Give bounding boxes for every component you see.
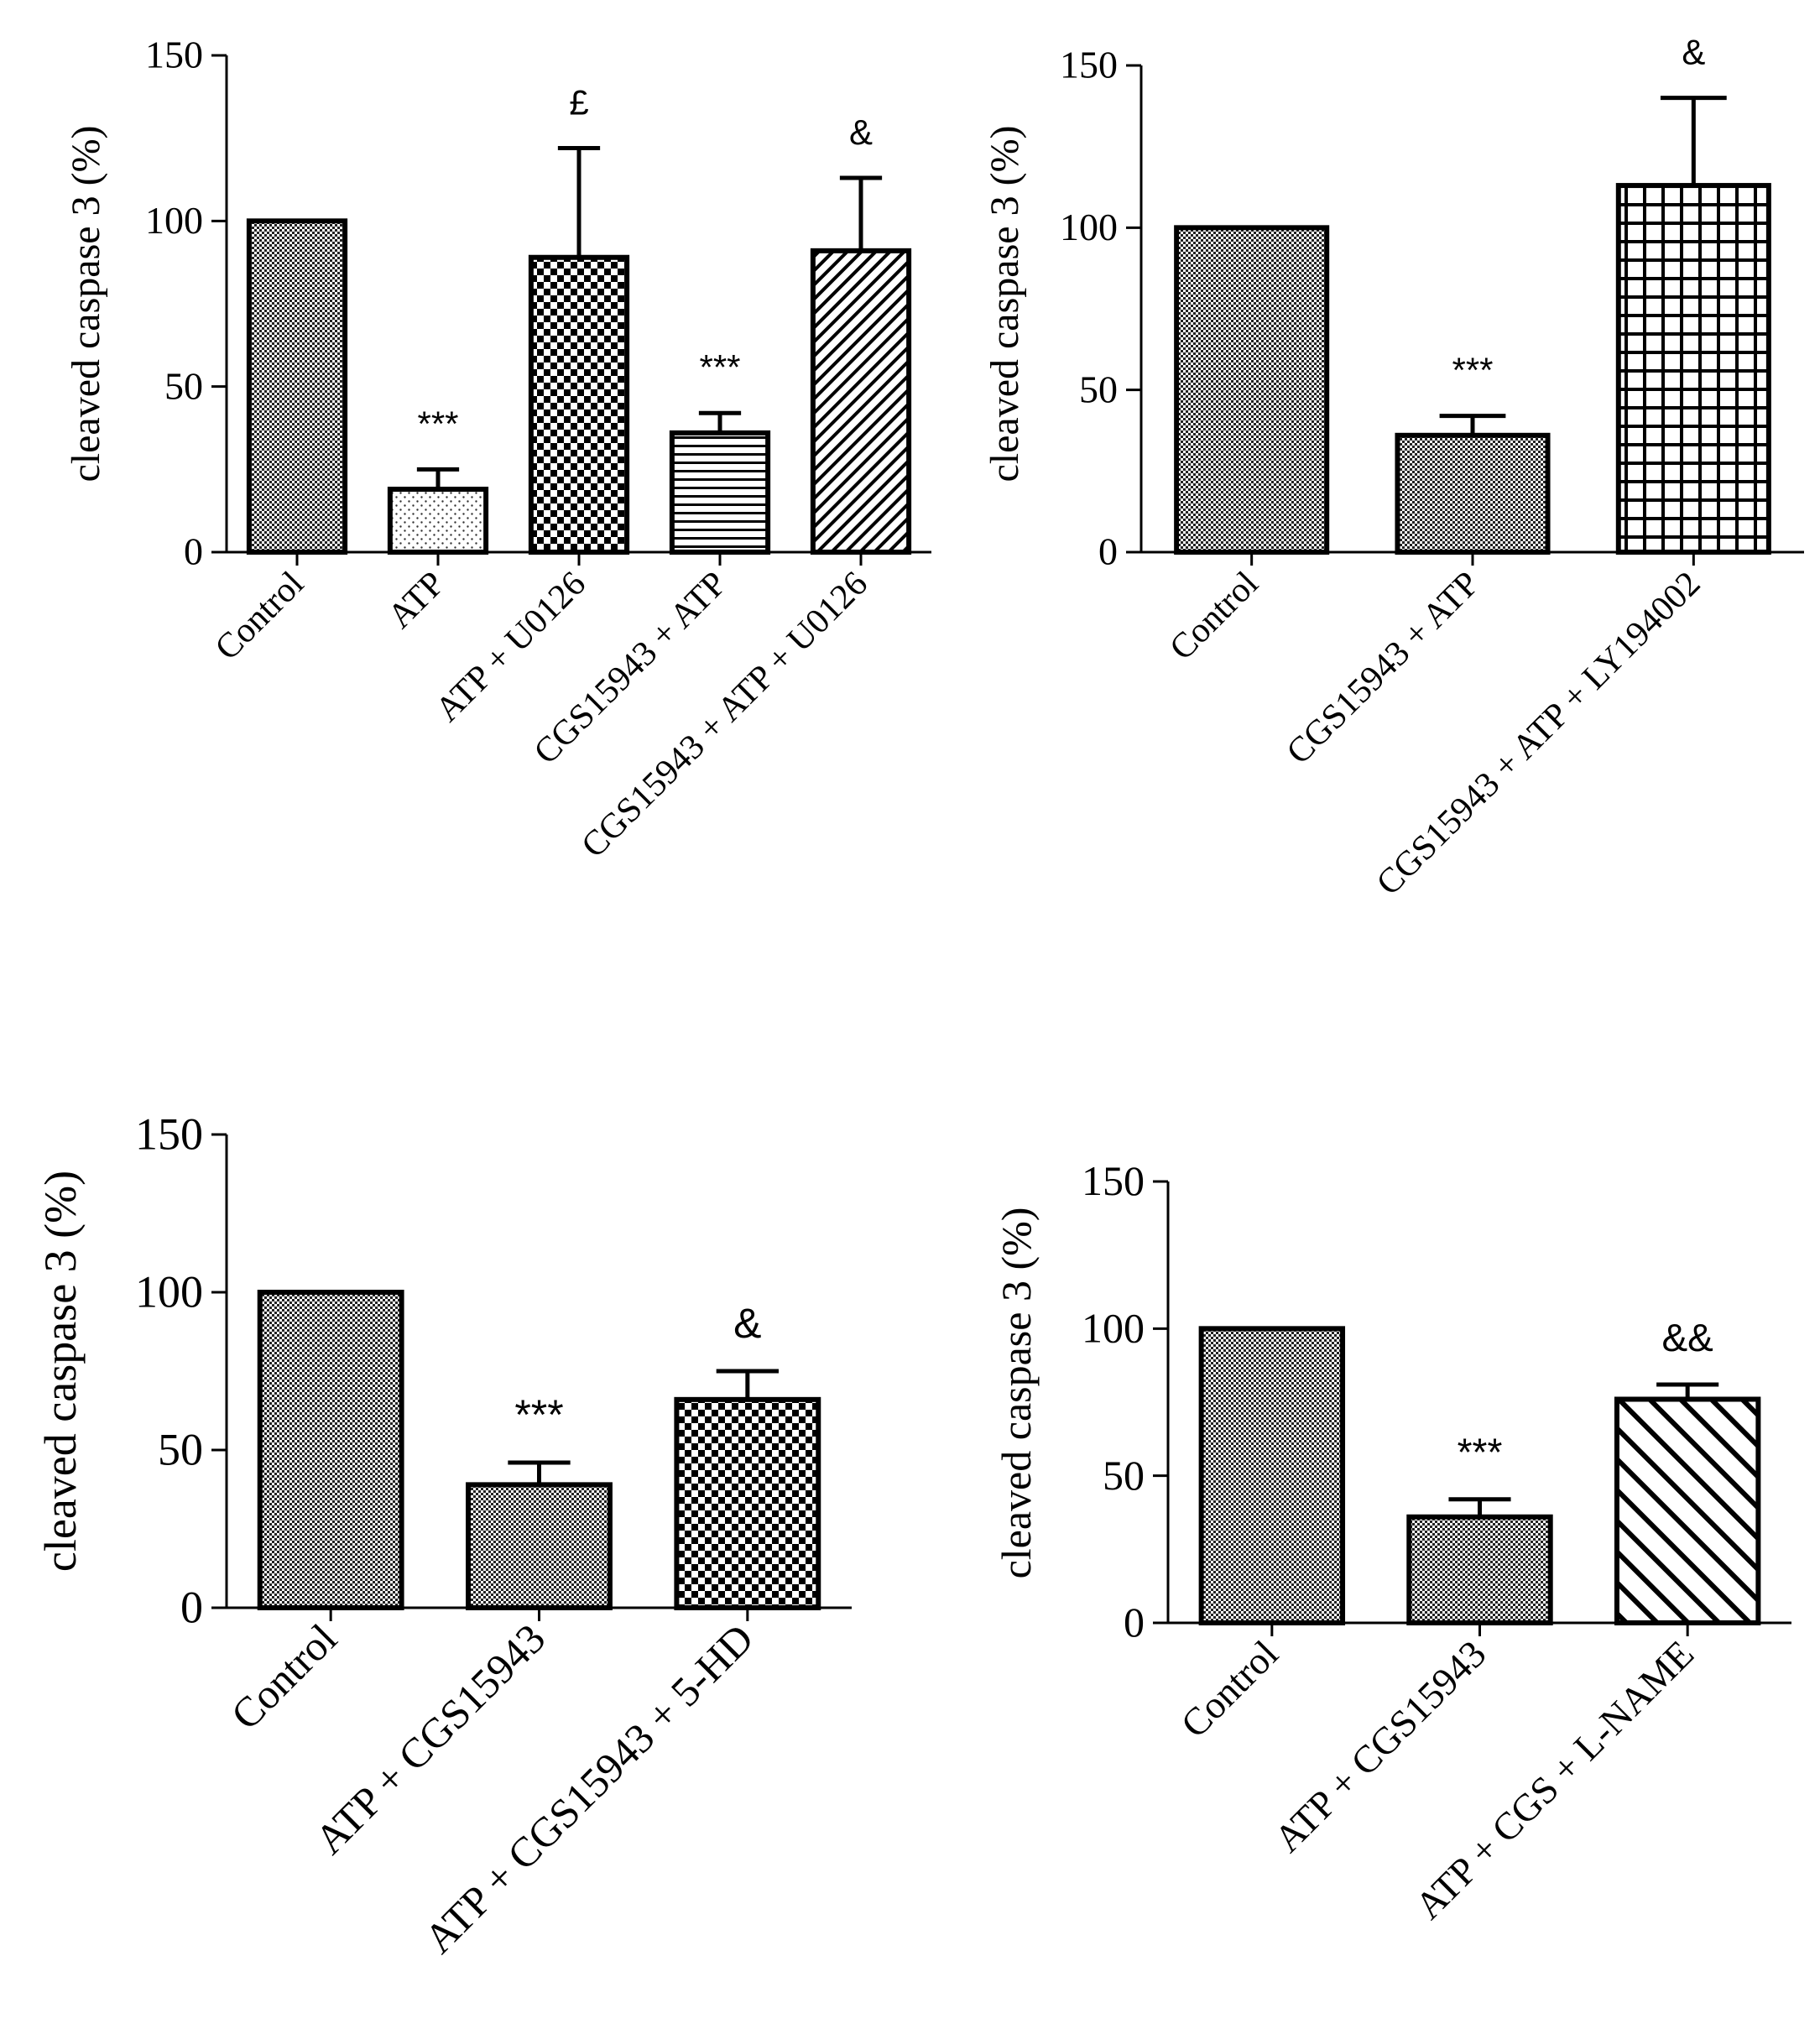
significance-label: ***: [417, 404, 458, 443]
x-tick-label: Control: [1162, 565, 1265, 668]
y-tick-label: 50: [164, 364, 203, 407]
y-tick-label: 0: [1098, 530, 1118, 573]
significance-label: &: [849, 112, 873, 152]
chart-panel-d: cleaved caspase 3 (%) 0 50 100 150 ControlAT…: [993, 1157, 1791, 1927]
y-axis-label: cleaved caspase 3 (%): [64, 125, 108, 482]
y-tick-label: 50: [1103, 1452, 1145, 1499]
y-axis-label: cleaved caspase 3 (%): [35, 1171, 86, 1572]
chart-panel-b: cleaved caspase 3 (%) 0 50 100 150 Control CG…: [983, 33, 1804, 903]
bar: [257, 1290, 404, 1610]
x-tick-label: CGS15943 + ATP + U0126: [574, 565, 875, 866]
bar: [1395, 432, 1551, 555]
significance-label: ***: [1452, 351, 1493, 390]
significance-label: ***: [699, 347, 740, 387]
bar: [669, 430, 771, 555]
y-axis-label: cleaved caspase 3 (%): [983, 125, 1027, 482]
x-tick-label: ATP + CGS15943 + 5-HD: [415, 1614, 763, 1962]
bar: [1614, 1396, 1761, 1625]
significance-label: &: [1682, 33, 1705, 72]
x-tick-label: CGS15943 + ATP: [1280, 565, 1487, 772]
x-tick-label: Control: [222, 1614, 346, 1739]
y-tick-label: 150: [135, 1109, 203, 1160]
bar: [528, 254, 630, 555]
significance-label: ***: [514, 1391, 563, 1438]
x-tick-label: ATP + CGS15943: [305, 1614, 554, 1863]
y-tick-label: 100: [145, 199, 203, 242]
y-tick-label: 0: [184, 530, 203, 573]
y-tick-label: 100: [1060, 206, 1118, 248]
x-tick-label: Control: [1172, 1632, 1285, 1745]
y-tick-label: 0: [1124, 1599, 1145, 1646]
bar: [246, 218, 348, 555]
bar: [1406, 1514, 1553, 1626]
y-axis-label: cleaved caspase 3 (%): [993, 1207, 1040, 1579]
y-tick-label: 50: [158, 1425, 203, 1475]
bar: [1174, 225, 1330, 555]
y-tick-label: 100: [1082, 1304, 1145, 1351]
significance-label: £: [569, 83, 588, 123]
bar: [1198, 1326, 1346, 1626]
bar: [466, 1482, 613, 1610]
y-tick-label: 150: [145, 34, 203, 76]
bar: [810, 248, 912, 555]
y-tick-label: 150: [1082, 1157, 1145, 1204]
y-tick-label: 50: [1079, 368, 1118, 410]
y-tick-label: 0: [180, 1583, 203, 1633]
x-tick-label: ATP + CGS15943: [1266, 1632, 1494, 1860]
y-tick-label: 150: [1060, 44, 1118, 86]
bar: [1615, 183, 1771, 555]
bar: [674, 1396, 821, 1610]
y-tick-label: 100: [135, 1267, 203, 1317]
x-tick-label: ATP: [381, 565, 452, 636]
significance-label: ***: [1458, 1431, 1503, 1474]
bar: [387, 487, 489, 555]
chart-panel-a: cleaved caspase 3 (%) 0 50 100 150 Control AT…: [64, 34, 931, 866]
significance-label: &&: [1661, 1316, 1713, 1359]
x-tick-label: Control: [208, 565, 311, 668]
chart-panel-c: cleaved caspase 3 (%) 050100150ControlAT…: [35, 1109, 852, 1962]
significance-label: &: [733, 1300, 761, 1347]
